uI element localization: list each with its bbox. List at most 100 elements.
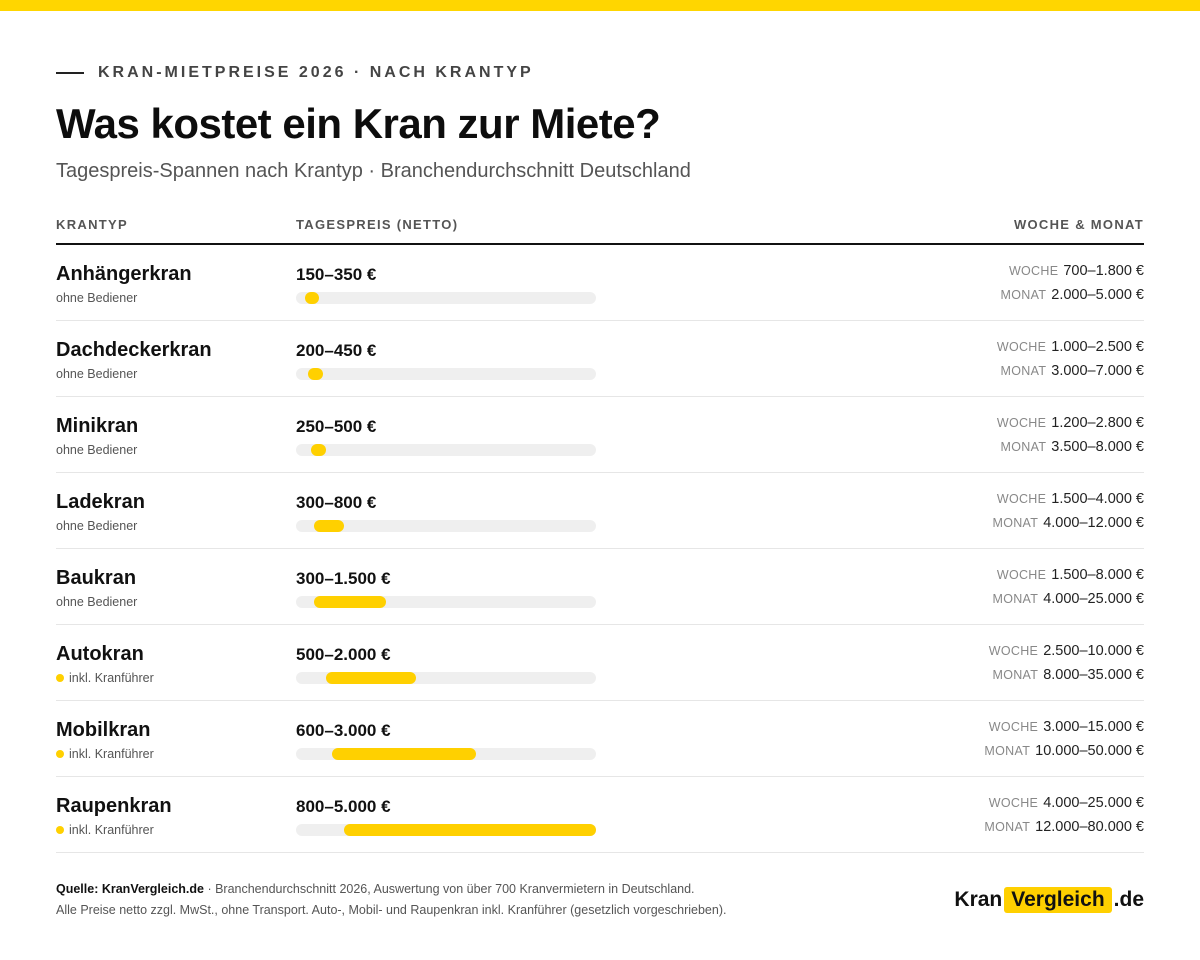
- month-value: 12.000–80.000 €: [1035, 819, 1144, 835]
- month-label: MONAT: [1000, 288, 1047, 302]
- day-price-label: 250–500 €: [296, 417, 377, 436]
- eyebrow-rule: [56, 72, 84, 74]
- operator-note: ohne Bediener: [56, 595, 137, 609]
- crane-type-name: Baukran: [56, 567, 137, 589]
- footer-note: Quelle: KranVergleich.de · Branchendurch…: [56, 879, 876, 921]
- week-price: WOCHE 1.200–2.800 €: [997, 415, 1144, 431]
- crane-type-name: Mobilkran: [56, 719, 151, 741]
- column-header-week-month: WOCHE & MONAT: [1013, 217, 1144, 232]
- day-price-label: 200–450 €: [296, 341, 377, 360]
- crane-type-name: Autokran: [56, 643, 144, 665]
- table-row: Anhängerkran ohne Bediener 150–350 € WOCHE 7…: [56, 245, 1144, 321]
- table-row: Baukran ohne Bediener 300–1.500 € WOCHE 1.50…: [56, 549, 1144, 625]
- operator-note: inkl. Kranführer: [56, 747, 154, 761]
- month-price: MONAT 10.000–50.000 €: [984, 743, 1144, 759]
- logo-part-de: .de: [1113, 888, 1144, 911]
- month-label: MONAT: [992, 592, 1039, 606]
- footer-line1: · Branchendurchschnitt 2026, Auswertung …: [203, 882, 695, 896]
- day-price-label: 150–350 €: [296, 265, 377, 284]
- table-row: Minikran ohne Bediener 250–500 € WOCHE 1.200…: [56, 397, 1144, 473]
- page-title: Was kostet ein Kran zur Miete?: [56, 100, 661, 147]
- month-price: MONAT 12.000–80.000 €: [984, 819, 1144, 835]
- operator-included-dot-icon: [56, 674, 64, 682]
- operator-note-text: ohne Bediener: [56, 291, 138, 305]
- day-price-label: 300–1.500 €: [296, 569, 391, 588]
- page-subtitle: Tagespreis-Spannen nach Krantyp · Branch…: [56, 160, 691, 182]
- week-price: WOCHE 4.000–25.000 €: [989, 795, 1144, 811]
- operator-note-text: inkl. Kranführer: [69, 747, 154, 761]
- month-price: MONAT 4.000–25.000 €: [992, 591, 1144, 607]
- price-range-track: [296, 368, 596, 380]
- week-price: WOCHE 700–1.800 €: [1009, 263, 1144, 279]
- operator-note-text: ohne Bediener: [56, 595, 138, 609]
- operator-included-dot-icon: [56, 826, 64, 834]
- month-label: MONAT: [984, 744, 1031, 758]
- column-header-day-price: TAGESPREIS (NETTO): [296, 217, 459, 232]
- month-price: MONAT 3.500–8.000 €: [1001, 439, 1144, 455]
- week-label: WOCHE: [988, 796, 1039, 810]
- month-label: MONAT: [984, 820, 1031, 834]
- footer-source: Quelle: KranVergleich.de: [56, 882, 204, 896]
- day-price-label: 600–3.000 €: [296, 721, 391, 740]
- month-label: MONAT: [1000, 440, 1047, 454]
- eyebrow: KRAN-MIETPREISE 2026 · NACH KRANTYP: [56, 62, 534, 84]
- operator-note: ohne Bediener: [56, 291, 137, 305]
- month-price: MONAT 8.000–35.000 €: [992, 667, 1144, 683]
- week-label: WOCHE: [996, 568, 1047, 582]
- day-price-label: 300–800 €: [296, 493, 377, 512]
- table-row: Dachdeckerkran ohne Bediener 200–450 € WOCH…: [56, 321, 1144, 397]
- week-value: 3.000–15.000 €: [1043, 719, 1144, 735]
- crane-type-name: Minikran: [56, 415, 139, 437]
- week-label: WOCHE: [988, 644, 1039, 658]
- price-range-track: [296, 596, 596, 608]
- month-value: 8.000–35.000 €: [1043, 667, 1144, 683]
- week-value: 700–1.800 €: [1063, 263, 1144, 279]
- month-value: 2.000–5.000 €: [1051, 287, 1144, 303]
- week-value: 2.500–10.000 €: [1043, 643, 1144, 659]
- month-price: MONAT 4.000–12.000 €: [992, 515, 1144, 531]
- operator-note: inkl. Kranführer: [56, 823, 154, 837]
- price-range-track: [296, 520, 596, 532]
- operator-included-dot-icon: [56, 750, 64, 758]
- week-value: 4.000–25.000 €: [1043, 795, 1144, 811]
- week-value: 1.200–2.800 €: [1051, 415, 1144, 431]
- kranvergleich-logo[interactable]: Kran Vergleich .de: [954, 887, 1144, 913]
- week-value: 1.000–2.500 €: [1051, 339, 1144, 355]
- week-price: WOCHE 3.000–15.000 €: [989, 719, 1144, 735]
- price-range-bar: [326, 672, 416, 684]
- price-range-bar: [314, 520, 344, 532]
- week-label: WOCHE: [1008, 264, 1059, 278]
- day-price-label: 800–5.000 €: [296, 797, 391, 816]
- operator-note: ohne Bediener: [56, 367, 137, 381]
- price-range-track: [296, 444, 596, 456]
- logo-part-kran: Kran: [954, 888, 1003, 911]
- crane-type-name: Ladekran: [56, 491, 145, 513]
- week-price: WOCHE 1.000–2.500 €: [997, 339, 1144, 355]
- crane-type-name: Anhängerkran: [56, 263, 192, 285]
- operator-note: ohne Bediener: [56, 519, 137, 533]
- operator-note-text: inkl. Kranführer: [69, 671, 154, 685]
- operator-note-text: ohne Bediener: [56, 519, 138, 533]
- operator-note-text: inkl. Kranführer: [69, 823, 154, 837]
- operator-note-text: ohne Bediener: [56, 367, 138, 381]
- price-range-bar: [332, 748, 476, 760]
- column-header-type: KRANTYP: [56, 217, 128, 232]
- footer-line2: Alle Preise netto zzgl. MwSt., ohne Tran…: [56, 903, 727, 917]
- logo-part-vergleich: Vergleich: [1004, 887, 1112, 913]
- week-label: WOCHE: [988, 720, 1039, 734]
- price-range-bar: [305, 292, 319, 304]
- week-label: WOCHE: [996, 416, 1047, 430]
- crane-type-name: Dachdeckerkran: [56, 339, 212, 361]
- price-range-track: [296, 824, 596, 836]
- week-label: WOCHE: [996, 492, 1047, 506]
- table-row: Autokran inkl. Kranführer 500–2.000 € WOCHE…: [56, 625, 1144, 701]
- table-row: Ladekran ohne Bediener 300–800 € WOCHE 1.500…: [56, 473, 1144, 549]
- week-price: WOCHE 1.500–8.000 €: [997, 567, 1144, 583]
- operator-note: inkl. Kranführer: [56, 671, 154, 685]
- price-range-track: [296, 672, 596, 684]
- header-rule: [56, 243, 1144, 245]
- month-value: 4.000–25.000 €: [1043, 591, 1144, 607]
- price-range-track: [296, 292, 596, 304]
- price-range-bar: [311, 444, 326, 456]
- eyebrow-text: KRAN-MIETPREISE 2026 · NACH KRANTYP: [98, 64, 534, 81]
